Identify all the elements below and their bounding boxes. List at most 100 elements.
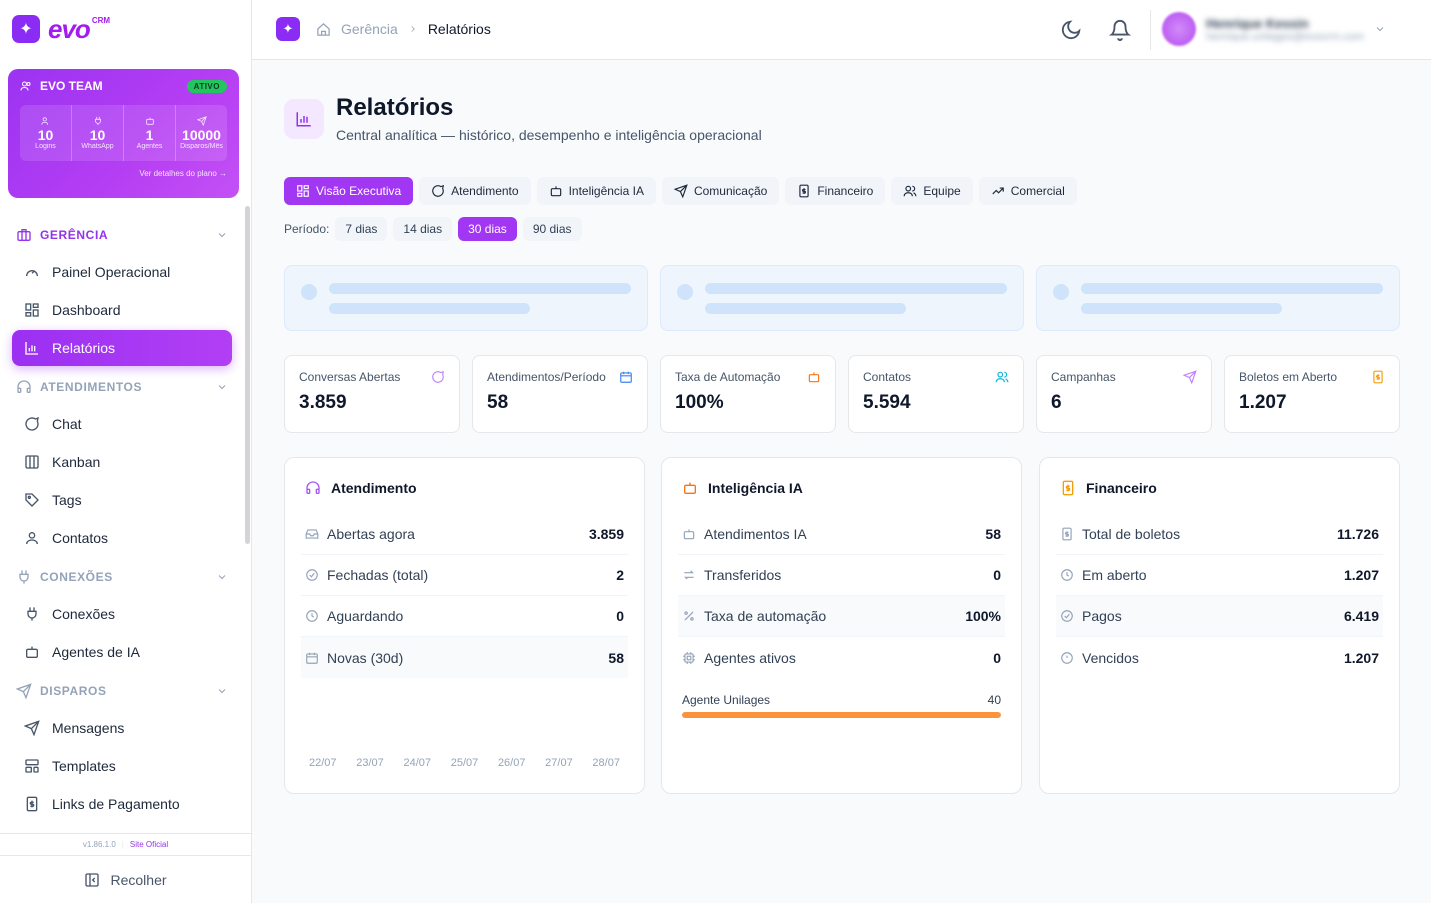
section-label: CONEXÕES bbox=[40, 570, 113, 584]
stat-agentes: 1 Agentes bbox=[124, 105, 176, 161]
site-link[interactable]: Site Oficial bbox=[129, 840, 169, 849]
sidebar-item-agentes-ia[interactable]: Agentes de IA bbox=[12, 634, 232, 670]
metric-value: 1.207 bbox=[1343, 649, 1379, 666]
sidebar-item-conexoes[interactable]: Conexões bbox=[12, 596, 232, 632]
metric-row: Atendimentos IA 58 bbox=[678, 514, 1005, 555]
bot-icon bbox=[682, 527, 696, 541]
plan-details-link[interactable]: Ver detalhes do plano → bbox=[139, 169, 227, 178]
tab-financeiro[interactable]: Financeiro bbox=[785, 177, 886, 205]
skeleton-card bbox=[284, 265, 648, 331]
breadcrumb: ✦ Gerência Relatórios bbox=[276, 17, 491, 41]
kpi-value: 3.859 bbox=[299, 392, 347, 413]
kpi-label: Boletos em Aberto bbox=[1239, 370, 1338, 384]
period-7-dias[interactable]: 7 dias bbox=[335, 217, 388, 241]
sidebar-item-kanban[interactable]: Kanban bbox=[12, 444, 232, 480]
sparkle-icon[interactable]: ✦ bbox=[276, 17, 300, 41]
sidebar-item-label: Agentes de IA bbox=[52, 644, 140, 660]
period-selector: Período: 7 dias 14 dias 30 dias 90 dias bbox=[284, 217, 582, 241]
receipt-icon bbox=[1060, 480, 1076, 496]
tab-label: Atendimento bbox=[451, 184, 519, 198]
receipt-icon bbox=[1060, 527, 1074, 541]
section-disparos[interactable]: DISPAROS bbox=[0, 672, 244, 710]
check-circle-icon bbox=[1060, 609, 1074, 623]
period-90-dias[interactable]: 90 dias bbox=[522, 217, 582, 241]
chevron-down-icon bbox=[216, 571, 228, 583]
user-menu[interactable]: Henrique Kessin henrique.unilages@evocrm… bbox=[1162, 12, 1386, 46]
sidebar-item-label: Dashboard bbox=[52, 302, 121, 318]
metric-row: Total de boletos 11.726 bbox=[1056, 514, 1383, 555]
metric-value: 0 bbox=[993, 649, 1001, 666]
sidebar-item-dashboard[interactable]: Dashboard bbox=[12, 292, 232, 328]
bell-icon[interactable] bbox=[1109, 19, 1131, 41]
stat-logins: 10 Logins bbox=[20, 105, 72, 161]
stat-label: Disparos/Mês bbox=[180, 143, 223, 150]
tab-comunicacao[interactable]: Comunicação bbox=[661, 177, 780, 205]
panel-financeiro: Financeiro Total de boletos 11.726 Em ab… bbox=[1039, 457, 1400, 794]
sidebar-item-mensagens[interactable]: Mensagens bbox=[12, 710, 232, 746]
inbox-icon bbox=[305, 527, 319, 541]
date-tick: 27/07 bbox=[545, 757, 573, 769]
sidebar-item-tags[interactable]: Tags bbox=[12, 482, 232, 518]
kpi-label: Conversas Abertas bbox=[299, 370, 401, 384]
user-icon bbox=[24, 530, 40, 546]
metric-row: Agentes ativos 0 bbox=[678, 637, 1005, 678]
tab-comercial[interactable]: Comercial bbox=[978, 177, 1077, 205]
sidebar-item-contatos[interactable]: Contatos bbox=[12, 520, 232, 556]
tab-visao-executiva[interactable]: Visão Executiva bbox=[284, 177, 414, 205]
avatar bbox=[1162, 12, 1196, 46]
metric-row: Taxa de automação 100% bbox=[678, 596, 1005, 637]
send-icon bbox=[1183, 370, 1197, 384]
sidebar-scrollbar[interactable] bbox=[245, 206, 250, 544]
section-label: GERÊNCIA bbox=[40, 228, 109, 242]
clock-icon bbox=[1060, 568, 1074, 582]
bot-icon bbox=[145, 116, 155, 127]
brand-logo[interactable]: ✦ evo CRM bbox=[12, 14, 110, 44]
tab-atendimento[interactable]: Atendimento bbox=[419, 177, 531, 205]
metric-value: 0 bbox=[993, 567, 1001, 583]
user-name: Henrique Kessin bbox=[1206, 15, 1309, 31]
sidebar-item-relatorios[interactable]: Relatórios bbox=[12, 330, 232, 366]
home-icon[interactable] bbox=[316, 22, 331, 37]
sidebar-item-templates[interactable]: Templates bbox=[12, 748, 232, 784]
users-icon bbox=[995, 370, 1009, 384]
panel-title-text: Atendimento bbox=[331, 480, 417, 496]
tab-label: Inteligência IA bbox=[568, 184, 644, 198]
section-conexoes[interactable]: CONEXÕES bbox=[0, 558, 244, 596]
receipt-icon bbox=[24, 796, 40, 812]
breadcrumb-current: Relatórios bbox=[427, 21, 491, 37]
metric-row: Em aberto 1.207 bbox=[1056, 555, 1383, 596]
period-14-dias[interactable]: 14 dias bbox=[393, 217, 453, 241]
sidebar-item-label: Tags bbox=[52, 492, 82, 508]
date-tick: 24/07 bbox=[403, 757, 431, 769]
team-card: EVO TEAM ATIVO 10 Logins 10 WhatsApp 1 A… bbox=[8, 69, 239, 198]
sidebar-item-links-pagamento[interactable]: Links de Pagamento bbox=[12, 786, 232, 822]
metric-value: 6.419 bbox=[1343, 608, 1379, 624]
metric-value: 1.207 bbox=[1343, 567, 1379, 583]
users-icon bbox=[40, 116, 51, 127]
section-gerencia[interactable]: GERÊNCIA bbox=[0, 216, 244, 254]
template-icon bbox=[24, 758, 40, 774]
sidebar-item-label: Painel Operacional bbox=[52, 264, 171, 280]
metric-label: Vencidos bbox=[1082, 649, 1139, 666]
metric-value: 11.726 bbox=[1336, 526, 1379, 542]
period-30-dias[interactable]: 30 dias bbox=[458, 217, 517, 241]
agent-progress-track bbox=[682, 712, 1001, 718]
receipt-icon bbox=[1371, 370, 1385, 384]
section-atendimentos[interactable]: ATENDIMENTOS bbox=[0, 368, 244, 406]
chevron-down-icon bbox=[216, 229, 228, 241]
tab-label: Comunicação bbox=[693, 184, 768, 198]
stat-label: Logins bbox=[35, 143, 56, 150]
sidebar-item-chat[interactable]: Chat bbox=[12, 406, 232, 442]
collapse-button[interactable]: Recolher bbox=[0, 856, 251, 903]
moon-icon[interactable] bbox=[1060, 19, 1082, 41]
agent-progress-fill bbox=[682, 712, 1001, 718]
divider bbox=[1150, 10, 1151, 50]
metric-label: Taxa de automação bbox=[704, 608, 827, 624]
bar-chart-icon bbox=[24, 340, 40, 356]
breadcrumb-parent[interactable]: Gerência bbox=[341, 21, 398, 37]
tab-inteligencia-ia[interactable]: Inteligência IA bbox=[536, 177, 656, 205]
tab-equipe[interactable]: Equipe bbox=[891, 177, 973, 205]
agent-value: 40 bbox=[987, 693, 1001, 707]
sidebar-item-painel-operacional[interactable]: Painel Operacional bbox=[12, 254, 232, 290]
version-row: v1.86.1.0 | Site Oficial bbox=[0, 834, 251, 856]
